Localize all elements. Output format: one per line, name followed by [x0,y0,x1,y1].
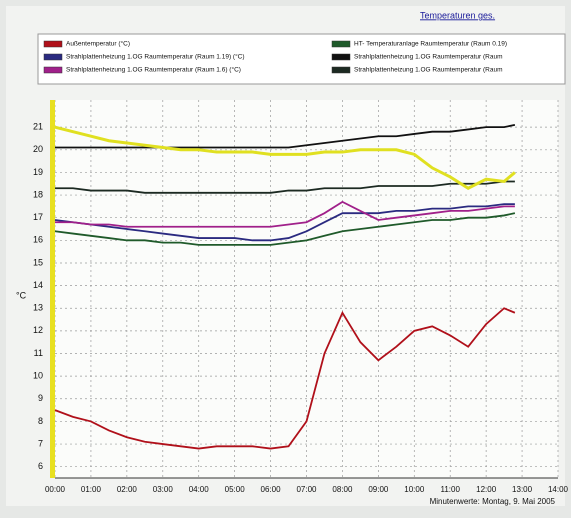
legend-swatch [44,41,62,47]
y-tick-label: 8 [38,416,43,426]
legend-label: Strahlplattenheizung 1.OG Raumtemperatur… [66,66,241,74]
y-tick-label: 16 [33,235,43,245]
legend-swatch [332,41,350,47]
y-tick-label: 21 [33,122,43,132]
y-tick-label: 19 [33,167,43,177]
x-axis-title: Minutenwerte: Montag, 9. Mai 2005 [430,497,556,506]
legend-label: Strahlplattenheizung 1.OG Raumtemperatur… [354,54,503,61]
x-tick-label: 05:00 [225,485,246,494]
x-tick-label: 12:00 [476,485,497,494]
legend-swatch [44,54,62,60]
legend-swatch [332,67,350,73]
legend-label: Strahlplattenheizung 1.OG Raumtemperatur… [66,53,245,61]
legend-swatch [332,54,350,60]
x-tick-label: 14:00 [548,485,569,494]
legend-label: HT- Temperaturanlage Raumtemperatur (Rau… [354,41,507,48]
y-tick-label: 11 [34,348,43,358]
y-tick-label: 13 [33,303,43,313]
legend-swatch [44,67,62,73]
y-tick-label: 12 [33,325,43,335]
x-tick-label: 13:00 [512,485,533,494]
y-tick-label: 17 [33,212,43,222]
legend-label: Außentemperatur (°C) [66,40,130,48]
x-tick-label: 00:00 [45,485,66,494]
y-tick-label: 14 [33,280,43,290]
x-tick-label: 07:00 [296,485,317,494]
chart: Temperaturen ges. °C Minutenwerte: Monta… [0,0,571,513]
y-tick-label: 6 [38,461,43,471]
legend-label: Strahlplattenheizung 1.OG Raumtemperatur… [354,67,503,74]
y-tick-label: 9 [38,393,43,403]
y-tick-label: 20 [33,144,43,154]
x-tick-label: 11:00 [440,485,460,494]
x-tick-label: 01:00 [81,485,102,494]
x-tick-label: 03:00 [153,485,174,494]
y-tick-label: 15 [33,257,43,267]
y-tick-label: 7 [38,438,43,448]
x-tick-label: 02:00 [117,485,138,494]
y-axis-bar [50,100,55,478]
x-tick-label: 04:00 [189,485,210,494]
x-tick-label: 09:00 [368,485,389,494]
y-axis-title: °C [16,290,27,300]
y-tick-label: 18 [33,189,43,199]
nav-link[interactable]: Temperaturen ges. [420,10,495,20]
x-tick-label: 06:00 [261,485,282,494]
x-tick-label: 10:00 [404,485,425,494]
x-tick-label: 08:00 [332,485,353,494]
y-tick-label: 10 [33,371,43,381]
